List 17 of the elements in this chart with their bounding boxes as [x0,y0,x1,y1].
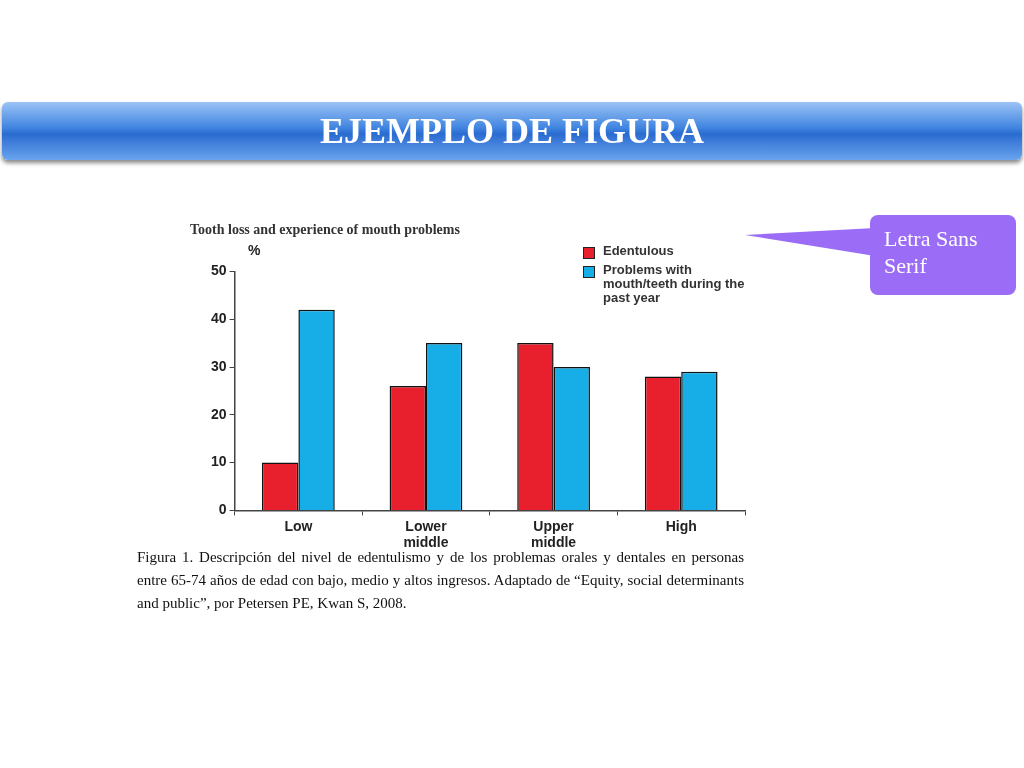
legend-label: Edentulous [603,243,674,258]
y-tick-label: 20 [210,405,227,422]
y-tick-label: 0 [218,501,227,518]
text: Figura 1. Descripción del nivel de edentulismo y de los problemas orales y dentales en personas entre 65-74 años de edad con bajo, medio y altos ingresos. Adaptado de “Equity, social determinants and public”, por Petersen PE, Kwan S, 2008. [137,548,744,613]
y-tick-label: 50 [210,262,227,279]
x-tick-label: High [665,517,697,534]
y-tick-label: 30 [210,357,227,374]
chart-title: EJEMPLO DE FIGURA [2,102,1022,160]
x-tick-label: Lower middle [403,517,449,551]
y-tick-label: 10 [210,453,227,470]
legend-label: Problems with mouth/teeth during the past year [603,262,746,305]
x-tick-label: Upper middle [531,517,577,551]
chart-subtitle: Tooth loss and experience of mouth problems [190,222,460,238]
y-tick-label: 40 [210,310,227,327]
y-axis-title: % [248,242,261,258]
x-tick-label: Low [284,517,313,534]
text: Letra Sans Serif [870,215,1016,295]
